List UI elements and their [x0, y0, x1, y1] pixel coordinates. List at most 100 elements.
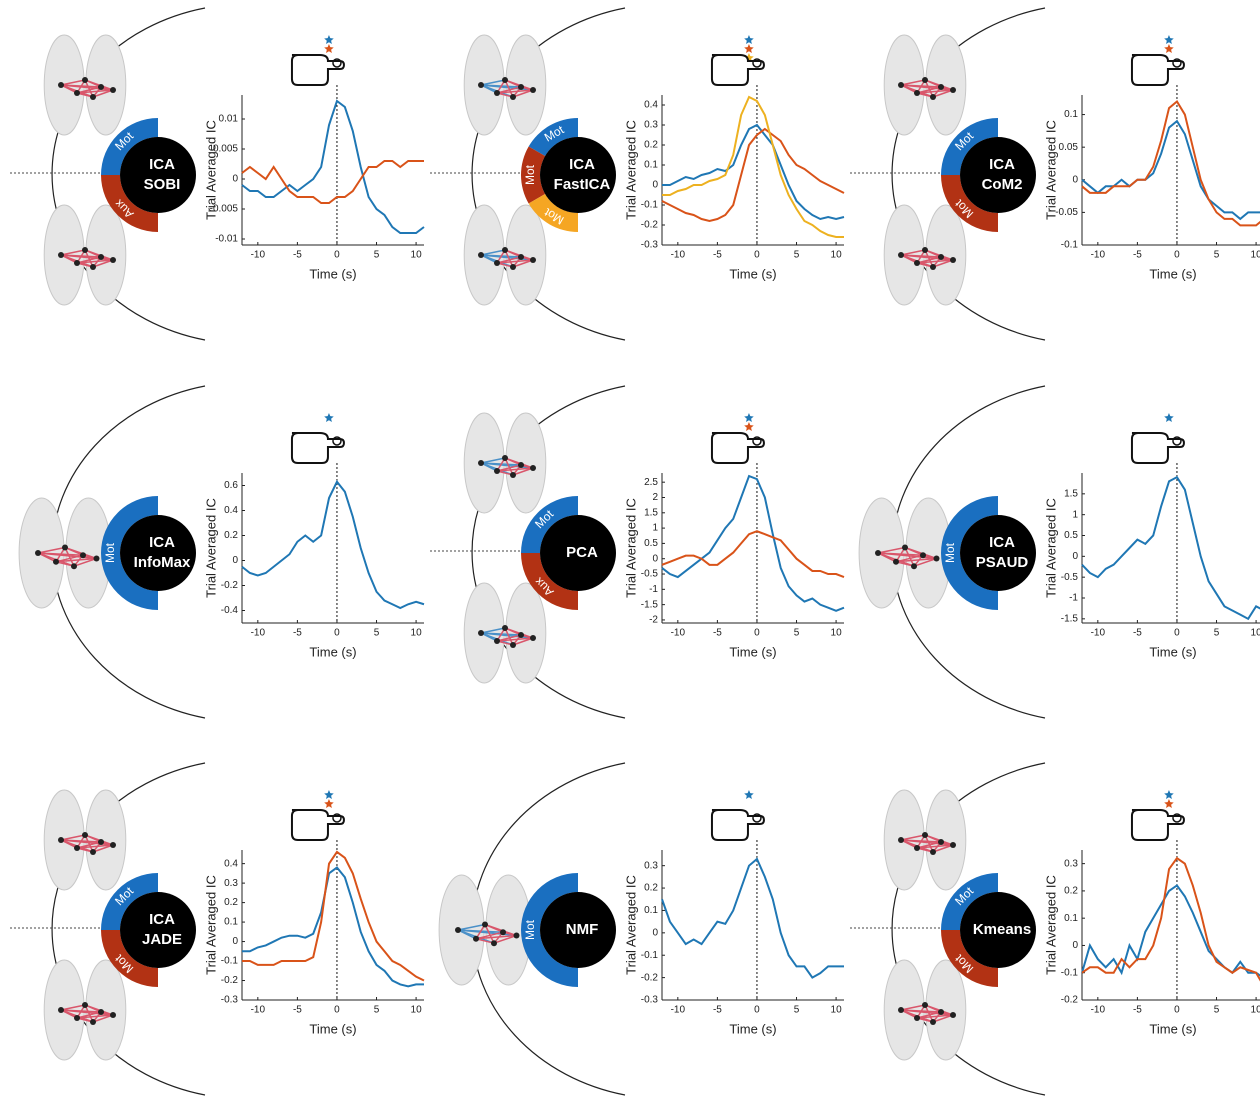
- node: [482, 921, 488, 928]
- method-label: PCA: [566, 544, 598, 561]
- x-tick-label: -5: [713, 628, 722, 639]
- y-tick-label: -0.1: [641, 200, 659, 211]
- node: [74, 260, 80, 266]
- connection: [916, 1014, 954, 1019]
- connection: [480, 254, 534, 261]
- x-tick-label: -5: [293, 1005, 302, 1016]
- y-tick-label: 0.5: [644, 538, 658, 549]
- connection: [92, 89, 114, 98]
- connection: [457, 929, 477, 940]
- y-axis-label: Trial Averaged IC: [203, 498, 218, 598]
- brain: [463, 582, 547, 684]
- x-axis-label: Time (s): [729, 1021, 776, 1036]
- x-axis-label: Time (s): [309, 1021, 356, 1036]
- x-tick-label: 10: [831, 628, 843, 639]
- x-tick-label: 0: [334, 628, 340, 639]
- connection: [457, 923, 486, 931]
- connection: [924, 1004, 934, 1023]
- y-tick-label: -1.5: [1061, 613, 1079, 624]
- connection: [512, 637, 534, 646]
- significance-star: [324, 799, 334, 809]
- node: [950, 1012, 956, 1018]
- y-tick-label: 0.3: [224, 878, 238, 889]
- connection: [496, 467, 534, 472]
- method-label: SOBI: [144, 176, 181, 193]
- hand-icon: [290, 432, 345, 464]
- series-line: [1081, 856, 1260, 982]
- x-tick-label: -10: [251, 1005, 266, 1016]
- node: [478, 82, 484, 88]
- connection: [480, 462, 534, 469]
- node: [530, 87, 536, 93]
- hand-icon: [1130, 432, 1185, 464]
- touch-point: [1172, 436, 1182, 446]
- connection: [92, 844, 114, 853]
- connection: [916, 844, 954, 849]
- hemisphere: [85, 959, 127, 1061]
- connection: [877, 552, 937, 560]
- node: [71, 563, 77, 570]
- touch-point: [752, 436, 762, 446]
- component-segment: [941, 930, 998, 987]
- component-segment: [101, 496, 158, 610]
- node: [914, 845, 920, 851]
- node: [74, 845, 80, 851]
- series-line: [662, 123, 845, 221]
- node: [110, 257, 116, 263]
- component-segment: [941, 118, 998, 175]
- node: [494, 638, 500, 644]
- significance-star: [324, 413, 334, 423]
- node: [922, 77, 928, 83]
- x-tick-label: 5: [374, 250, 380, 261]
- node: [530, 635, 536, 641]
- x-tick-label: 5: [1214, 250, 1220, 261]
- connection: [37, 552, 97, 560]
- y-tick-label: 0: [232, 936, 238, 947]
- brain: [463, 204, 547, 306]
- touch-point: [1172, 58, 1182, 68]
- x-tick-label: 5: [794, 250, 800, 261]
- node: [898, 1007, 904, 1013]
- connection: [496, 89, 534, 94]
- x-tick-label: 5: [374, 1005, 380, 1016]
- node: [494, 260, 500, 266]
- node: [58, 82, 64, 88]
- connection: [76, 259, 114, 264]
- connection: [76, 1014, 114, 1019]
- hand-icon: [1130, 54, 1185, 86]
- node: [518, 254, 524, 260]
- y-tick-label: 1: [1072, 509, 1078, 520]
- significance-star: [1164, 44, 1174, 54]
- touch-point: [1172, 813, 1182, 823]
- y-tick-label: -0.01: [215, 234, 238, 245]
- node: [82, 1002, 88, 1008]
- node: [510, 472, 516, 478]
- y-tick-label: 0: [1072, 174, 1078, 185]
- x-tick-label: 0: [334, 250, 340, 261]
- connection: [900, 79, 926, 86]
- node: [500, 929, 506, 936]
- component-segment: [521, 553, 578, 610]
- hemisphere: [505, 204, 547, 306]
- x-tick-label: -10: [1091, 250, 1106, 261]
- connection: [76, 89, 114, 94]
- node: [513, 932, 520, 939]
- hemisphere: [925, 34, 967, 136]
- connection: [504, 457, 514, 476]
- x-axis-label: Time (s): [729, 644, 776, 659]
- y-tick-label: 2.5: [644, 477, 658, 488]
- x-axis-label: Time (s): [729, 266, 776, 281]
- head-outline: [891, 762, 1046, 1096]
- connection: [475, 934, 517, 940]
- node: [938, 254, 944, 260]
- x-tick-label: -10: [671, 250, 686, 261]
- y-axis-label: Trial Averaged IC: [203, 875, 218, 975]
- node: [518, 84, 524, 90]
- connection: [484, 924, 495, 944]
- connection: [480, 457, 506, 464]
- x-tick-label: -10: [1091, 628, 1106, 639]
- x-tick-label: 10: [1251, 250, 1260, 261]
- y-tick-label: 0: [652, 180, 658, 191]
- significance-star: [324, 44, 334, 54]
- node: [530, 465, 536, 471]
